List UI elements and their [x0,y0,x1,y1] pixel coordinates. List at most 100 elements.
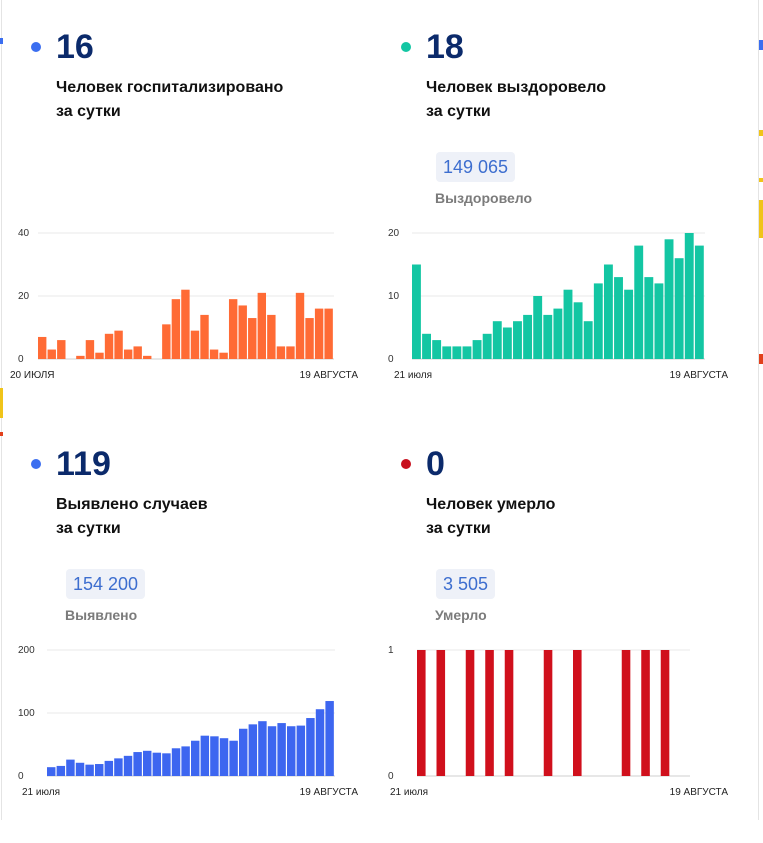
bar-chart-cases: 0 100 200 21 июля 19 АВГУСТА [18,645,358,798]
y-tick-label: 0 [388,354,394,365]
panel-hospitalized: 16 Человек госпитализировано за сутки 0 2… [10,26,375,426]
bar [171,748,181,776]
bar [412,264,421,359]
edge-fragment [0,388,3,418]
status-dot [31,459,41,469]
bar [563,289,573,359]
status-dot [31,42,41,52]
description-line-1: Человек госпитализировано [56,79,284,96]
y-tick-label: 1 [388,645,394,656]
y-tick-label: 200 [18,645,35,656]
bar [644,277,654,359]
bar [38,336,47,359]
bar [47,767,56,776]
daily-count: 18 [426,28,464,66]
bar [634,245,644,359]
bar [267,726,277,776]
y-tick-label: 10 [388,291,400,302]
description-line-2: за сутки [426,103,491,120]
bar [152,752,162,776]
total-label: Выявлено [65,607,138,623]
bar [219,738,229,776]
bar [432,340,442,359]
bar [277,723,286,776]
bar [603,264,613,359]
bar [56,765,66,776]
bar [504,650,514,776]
total-label: Выздоровело [435,190,533,206]
edge-fragment [0,432,3,436]
bar [276,346,286,359]
bar [75,762,85,776]
bar [85,340,95,359]
bar [85,764,94,776]
x-start-label: 21 июля [22,787,60,798]
x-start-label: 20 ИЮЛЯ [10,370,55,381]
bar [258,721,267,776]
y-tick-label: 20 [388,228,400,239]
bar [465,650,475,776]
daily-count: 119 [56,445,111,483]
edge-fragment [759,178,763,182]
bar [442,346,452,359]
x-end-label: 19 АВГУСТА [300,370,359,381]
bar [210,736,219,776]
x-end-label: 19 АВГУСТА [670,370,729,381]
description: Человек умерло за сутки [426,493,555,541]
edge-fragment [759,40,763,50]
y-tick-label: 20 [18,291,30,302]
bar [296,725,306,776]
bar [171,299,181,359]
edge-fragment [759,200,763,238]
bar [133,752,142,776]
bar [325,701,334,776]
y-tick-label: 0 [18,354,24,365]
description: Человек выздоровело за сутки [426,76,606,124]
panel-recovered: 18 Человек выздоровело за сутки 149 065 … [388,26,745,426]
bar [660,650,670,776]
bar [543,650,553,776]
panel-cases: 119 Выявлено случаев за сутки 154 200 Вы… [18,443,375,843]
bar [95,764,104,776]
bar [553,308,563,359]
bar [200,735,210,776]
description-line-1: Человек умерло [426,496,556,513]
bar [624,289,634,359]
bar [513,321,522,359]
bar [114,758,123,776]
x-start-label: 21 июля [390,787,428,798]
bar [104,333,114,359]
x-end-label: 19 АВГУСТА [670,787,729,798]
bar [248,318,257,359]
bar [104,760,114,776]
description-line-2: за сутки [426,520,491,537]
bar [324,308,333,359]
total-badge: 154 200 [66,569,146,599]
bar [462,346,472,359]
bar [295,292,305,359]
y-tick-label: 40 [18,228,30,239]
bar [593,283,603,359]
bar-chart-deaths: 0 1 21 июля 19 АВГУСТА [388,645,729,798]
bar [502,327,512,359]
status-dot [401,42,411,52]
edge-fragment [759,354,763,364]
bar [492,321,502,359]
bar [181,289,190,359]
bar [305,318,314,359]
bar [190,330,200,359]
total-badge: 3 505 [436,569,496,599]
bar [76,355,85,359]
total-label: Умерло [435,607,487,623]
bar [219,352,228,359]
status-dot [401,459,411,469]
description: Человек госпитализировано за сутки [56,76,283,124]
total-badge: 149 065 [436,152,516,182]
bar [57,340,66,359]
bar [133,346,142,359]
right-edge-line [758,0,759,820]
bar [614,277,623,359]
bar [573,650,582,776]
bar [47,349,56,359]
bar [200,314,209,359]
